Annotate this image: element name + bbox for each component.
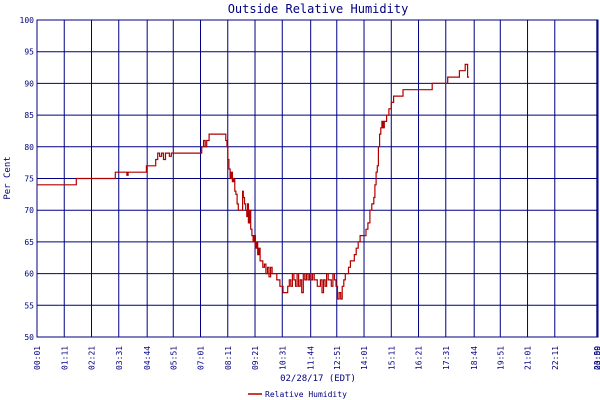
x-tick-label: 23:59 bbox=[593, 346, 600, 370]
x-tick-label: 16:21 bbox=[415, 346, 424, 370]
x-tick-label: 10:31 bbox=[278, 346, 287, 370]
x-tick-label: 05:51 bbox=[169, 346, 178, 370]
y-tick-label: 90 bbox=[24, 79, 34, 88]
y-tick-label: 95 bbox=[24, 48, 34, 57]
x-tick-label: 03:31 bbox=[115, 346, 124, 370]
x-tick-label: 00:01 bbox=[33, 346, 42, 370]
x-axis-label: 02/28/17 (EDT) bbox=[280, 374, 356, 384]
legend: Relative Humidity bbox=[248, 390, 347, 399]
y-tick-label: 85 bbox=[24, 111, 34, 120]
x-tick-label: 22:11 bbox=[551, 346, 560, 370]
legend-label: Relative Humidity bbox=[265, 390, 347, 399]
y-tick-label: 100 bbox=[20, 16, 35, 25]
axes: 50 55 60 65 70 75 80 85 90 95 100 00:01 01:11 02:21 03… bbox=[20, 16, 600, 370]
x-tick-label: 07:01 bbox=[197, 346, 206, 370]
y-tick-label: 55 bbox=[24, 301, 34, 310]
x-tick-label: 00:00 bbox=[594, 346, 600, 370]
series-layer bbox=[37, 63, 470, 300]
y-axis-label: Per Cent bbox=[3, 156, 13, 199]
x-tick-label: 12:51 bbox=[333, 346, 342, 370]
x-tick-label: 19:51 bbox=[496, 346, 505, 370]
y-tick-label: 50 bbox=[24, 333, 34, 342]
x-tick-label: 21:01 bbox=[524, 346, 533, 370]
y-tick-label: 75 bbox=[24, 175, 34, 184]
y-tick-label: 70 bbox=[24, 206, 34, 215]
x-tick-label: 18:44 bbox=[470, 346, 479, 370]
x-tick-label: 08:11 bbox=[224, 346, 233, 370]
x-tick-label: 04:44 bbox=[143, 346, 152, 370]
y-tick-label: 80 bbox=[24, 143, 34, 152]
chart-title: Outside Relative Humidity bbox=[228, 2, 409, 16]
plot-frame bbox=[36, 19, 599, 338]
series-line bbox=[37, 63, 470, 300]
x-tick-label: 17:31 bbox=[442, 346, 451, 370]
y-tick-label: 60 bbox=[24, 270, 34, 279]
y-tick-label: 65 bbox=[24, 238, 34, 247]
x-tick-label: 09:21 bbox=[251, 346, 260, 370]
x-tick-label: 15:11 bbox=[387, 346, 396, 370]
x-tick-label: 02:21 bbox=[88, 346, 97, 370]
x-tick-label: 11:44 bbox=[307, 346, 316, 370]
x-tick-label: 14:01 bbox=[360, 346, 369, 370]
x-tick-label: 01:11 bbox=[60, 346, 69, 370]
